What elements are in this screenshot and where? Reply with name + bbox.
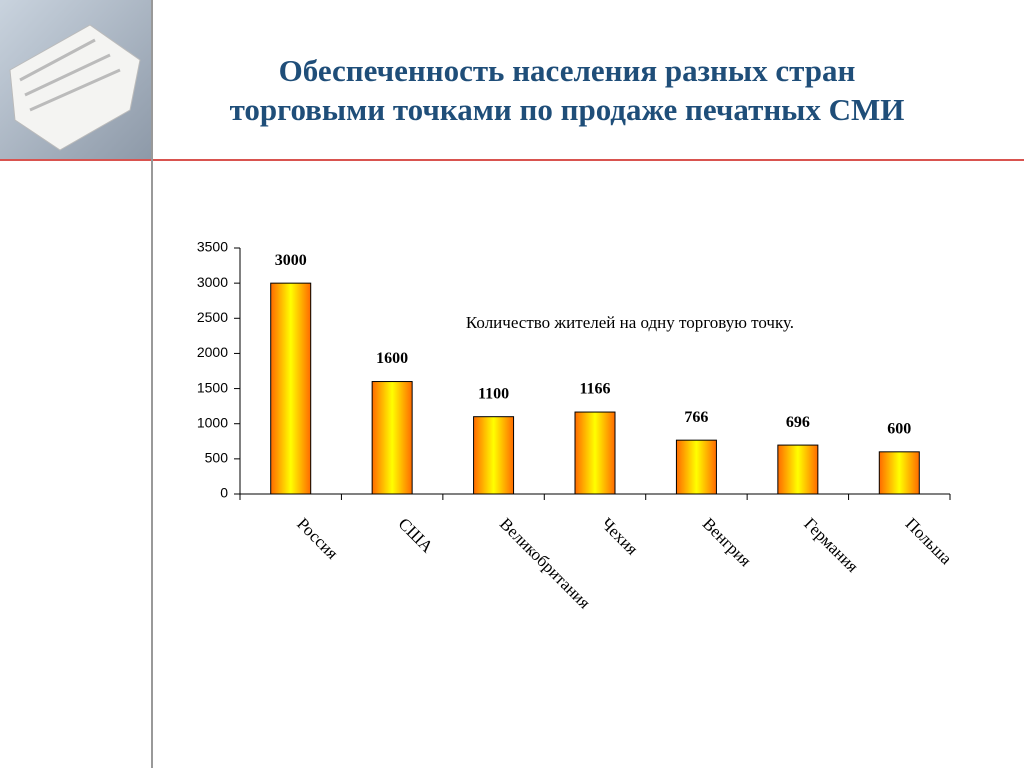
value-label: 1600 [376,350,408,367]
bar [574,411,616,495]
chart-title: торговыми точками по продаже печатных СМ… [230,92,905,127]
y-tick-label: 1000 [197,414,228,430]
bar [878,451,920,495]
x-tick-label: Чехия [597,514,642,559]
bar [371,381,413,495]
x-tick-label: Великобритания [496,514,594,612]
x-tick-label: Венгрия [699,514,755,570]
y-tick-label: 0 [220,485,228,501]
y-tick-label: 2000 [197,344,228,360]
value-label: 3000 [275,252,307,269]
chart-title: Обеспеченность населения разных стран [279,53,856,88]
value-label: 1100 [478,385,509,402]
y-tick-label: 1500 [197,379,228,395]
x-tick-label: США [395,514,438,557]
bar [675,439,717,495]
annotation: Количество жителей на одну торговую точк… [466,313,794,332]
value-label: 1166 [579,381,610,398]
y-tick-label: 3000 [197,274,228,290]
value-label: 766 [684,409,708,426]
newspaper-lines [19,38,121,112]
bar [777,444,819,495]
x-tick-label: Польша [902,514,956,568]
y-tick-label: 2500 [197,309,228,325]
bar [473,416,515,495]
bar [270,282,312,495]
x-tick-label: Германия [800,514,862,576]
y-tick-label: 500 [205,450,229,466]
value-label: 696 [786,414,810,431]
y-tick-label: 3500 [197,239,228,255]
value-label: 600 [887,421,911,438]
x-tick-label: Россия [293,514,342,563]
